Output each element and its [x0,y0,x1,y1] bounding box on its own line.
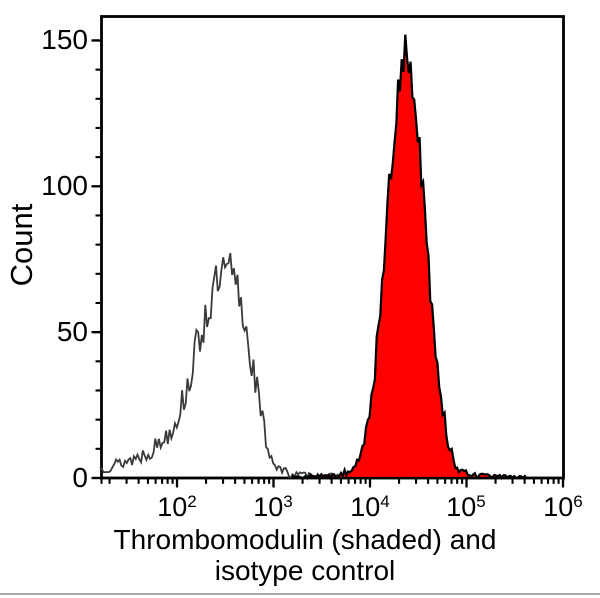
x-tick-base: 10 [446,492,477,522]
y-tick-label-150: 150 [41,24,88,55]
y-tick-label-0: 0 [72,462,88,493]
axis-ticks [91,39,565,488]
x-tick-base: 10 [157,492,188,522]
plot-border [100,15,565,480]
y-axis-label: Count [4,203,39,287]
x-axis-title: Thrombomodulin (shaded) and isotype cont… [5,524,600,586]
histogram-curves [99,34,529,481]
y-tick-label-100: 100 [41,170,88,201]
x-tick-exponent: 2 [187,492,197,511]
x-tick-label-1e4: 104 [335,487,405,522]
x-tick-base: 10 [253,492,284,522]
x-tick-exponent: 3 [283,492,293,511]
x-tick-label-1e6: 106 [528,487,598,522]
x-tick-base: 10 [350,492,381,522]
x-tick-label-1e2: 102 [142,487,212,522]
x-axis-title-line2: isotype control [214,555,396,586]
bottom-separator-line [0,593,600,595]
shaded-thrombomodulin-histogram [291,34,529,481]
x-tick-label-1e5: 105 [431,487,501,522]
x-tick-exponent: 6 [573,492,583,511]
x-tick-exponent: 4 [380,492,390,511]
x-axis-title-line1: Thrombomodulin (shaded) and [113,524,497,555]
x-tick-label-1e3: 103 [238,487,308,522]
isotype-control-histogram [99,252,345,481]
x-tick-exponent: 5 [476,492,486,511]
y-tick-label-50: 50 [56,316,88,347]
x-tick-base: 10 [543,492,574,522]
